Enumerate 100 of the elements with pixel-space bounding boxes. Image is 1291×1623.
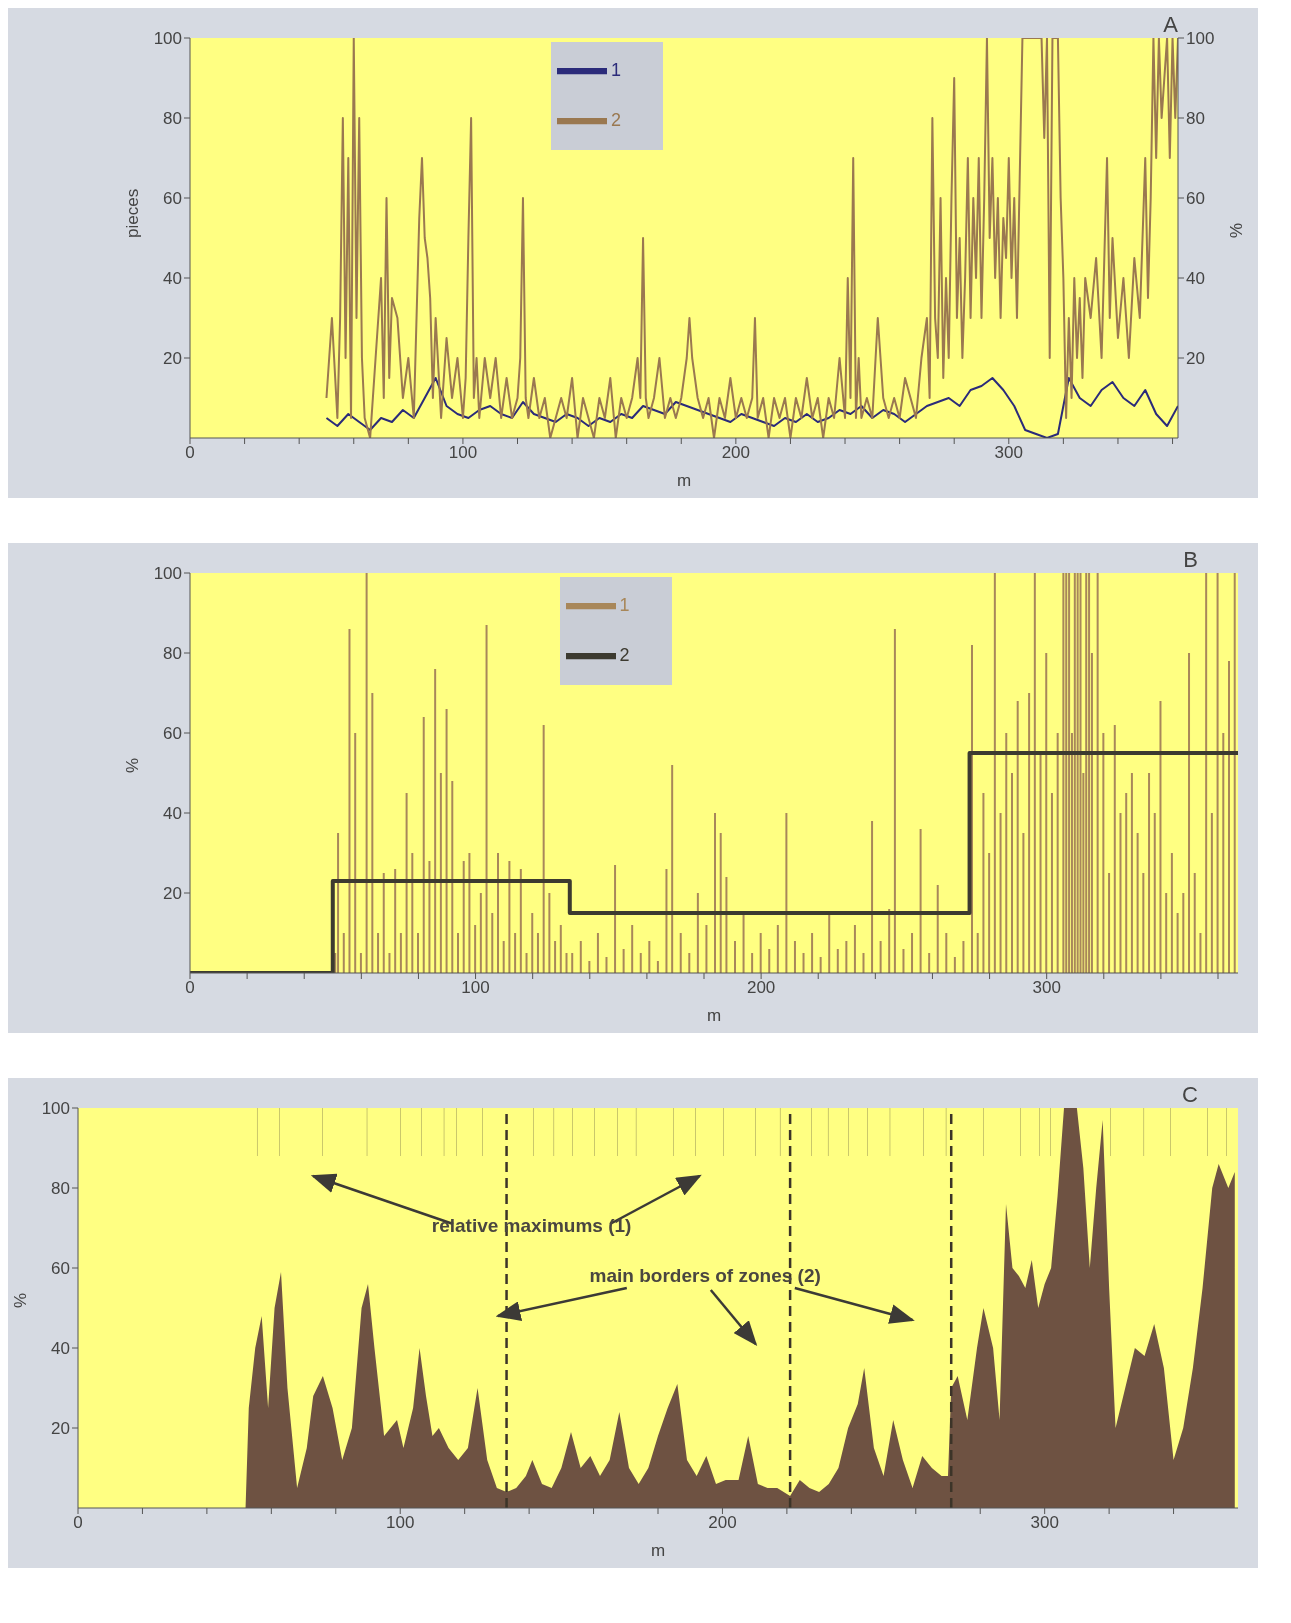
- y-tick-label: 40: [51, 1339, 70, 1359]
- bar: [1039, 753, 1042, 973]
- bar: [1216, 573, 1219, 973]
- y-axis-title: %: [123, 757, 143, 773]
- x-tick-label: 200: [721, 443, 751, 463]
- bar: [1193, 873, 1196, 973]
- y-tick-label: 40: [163, 269, 182, 289]
- bar: [962, 941, 965, 973]
- bar: [614, 865, 617, 973]
- bar: [953, 957, 956, 973]
- bar: [888, 909, 891, 973]
- bar: [1136, 833, 1139, 973]
- bar: [388, 953, 391, 973]
- x-tick-label: 300: [1030, 1513, 1059, 1533]
- legend-label: 2: [611, 109, 622, 130]
- bar: [1130, 773, 1133, 973]
- x-tick-label: 100: [448, 443, 478, 463]
- bar: [1113, 725, 1116, 973]
- bar: [705, 925, 708, 973]
- legend-label: 1: [619, 594, 630, 615]
- x-tick-label: 100: [461, 978, 490, 998]
- bar: [828, 913, 831, 973]
- bar: [879, 941, 882, 973]
- bar: [862, 953, 865, 973]
- bar: [428, 861, 431, 973]
- bar: [451, 781, 454, 973]
- bar: [502, 941, 505, 973]
- bar: [733, 941, 736, 973]
- y2-tick-label: 40: [1186, 269, 1205, 289]
- bar: [1210, 813, 1213, 973]
- bar: [1228, 661, 1231, 973]
- x-axis-title: m: [676, 471, 692, 490]
- bar: [337, 833, 340, 973]
- bar: [514, 933, 517, 973]
- y-tick-label: 80: [163, 109, 182, 129]
- bar: [1142, 873, 1145, 973]
- y-tick-label: 100: [153, 29, 182, 49]
- bar: [1102, 733, 1105, 973]
- bar: [542, 725, 545, 973]
- annotation: main borders of zones (2): [589, 1265, 821, 1286]
- bar: [371, 693, 374, 973]
- bar: [902, 949, 905, 973]
- y2-axis-title: %: [1225, 222, 1245, 238]
- bar: [1005, 733, 1008, 973]
- bar: [751, 953, 754, 973]
- bar: [648, 941, 651, 973]
- bar: [802, 953, 805, 973]
- chart-title: C: [1182, 1082, 1198, 1108]
- bar: [359, 953, 362, 973]
- bar: [742, 913, 745, 973]
- bar: [1148, 773, 1151, 973]
- x-tick-label: 0: [185, 978, 195, 998]
- bar: [988, 853, 991, 973]
- bar: [474, 925, 477, 973]
- bar: [819, 957, 822, 973]
- bar: [548, 893, 551, 973]
- bar: [719, 833, 722, 973]
- x-tick-label: 0: [185, 443, 195, 463]
- x-tick-label: 200: [708, 1513, 737, 1533]
- bar: [405, 793, 408, 973]
- x-axis-title: m: [706, 1006, 722, 1025]
- bar: [1182, 893, 1185, 973]
- bar: [1022, 833, 1025, 973]
- x-tick-label: 300: [1032, 978, 1061, 998]
- chart-title: B: [1183, 547, 1198, 573]
- bar: [1233, 573, 1236, 973]
- bar: [1159, 701, 1162, 973]
- bar: [622, 949, 625, 973]
- y2-tick-label: 80: [1186, 109, 1205, 129]
- bar: [1045, 653, 1048, 973]
- bar: [417, 933, 420, 973]
- line-series: [325, 377, 1178, 438]
- bar: [1076, 573, 1079, 973]
- bar: [508, 861, 511, 973]
- bar: [554, 941, 557, 973]
- y-tick-label: 80: [51, 1179, 70, 1199]
- bar: [496, 853, 499, 973]
- x-tick-label: 100: [386, 1513, 415, 1533]
- bar: [714, 813, 716, 973]
- bar: [688, 953, 691, 973]
- legend-label: 2: [619, 644, 630, 665]
- bar: [571, 953, 574, 973]
- bar: [1165, 893, 1168, 973]
- bar: [1176, 913, 1179, 973]
- bar: [785, 813, 788, 973]
- bar: [579, 941, 582, 973]
- legend-label: 1: [611, 59, 622, 80]
- line-series: [325, 38, 1178, 438]
- bar: [565, 953, 568, 973]
- bar: [1073, 573, 1076, 973]
- bar: [519, 869, 522, 973]
- bar: [1199, 933, 1202, 973]
- y-axis-title: pieces: [123, 188, 143, 238]
- y-tick-label: 80: [163, 644, 182, 664]
- bar: [928, 953, 931, 973]
- bar: [776, 925, 779, 973]
- bar: [525, 953, 528, 973]
- bar: [491, 913, 494, 973]
- bar: [936, 885, 939, 973]
- x-tick-label: 200: [746, 978, 776, 998]
